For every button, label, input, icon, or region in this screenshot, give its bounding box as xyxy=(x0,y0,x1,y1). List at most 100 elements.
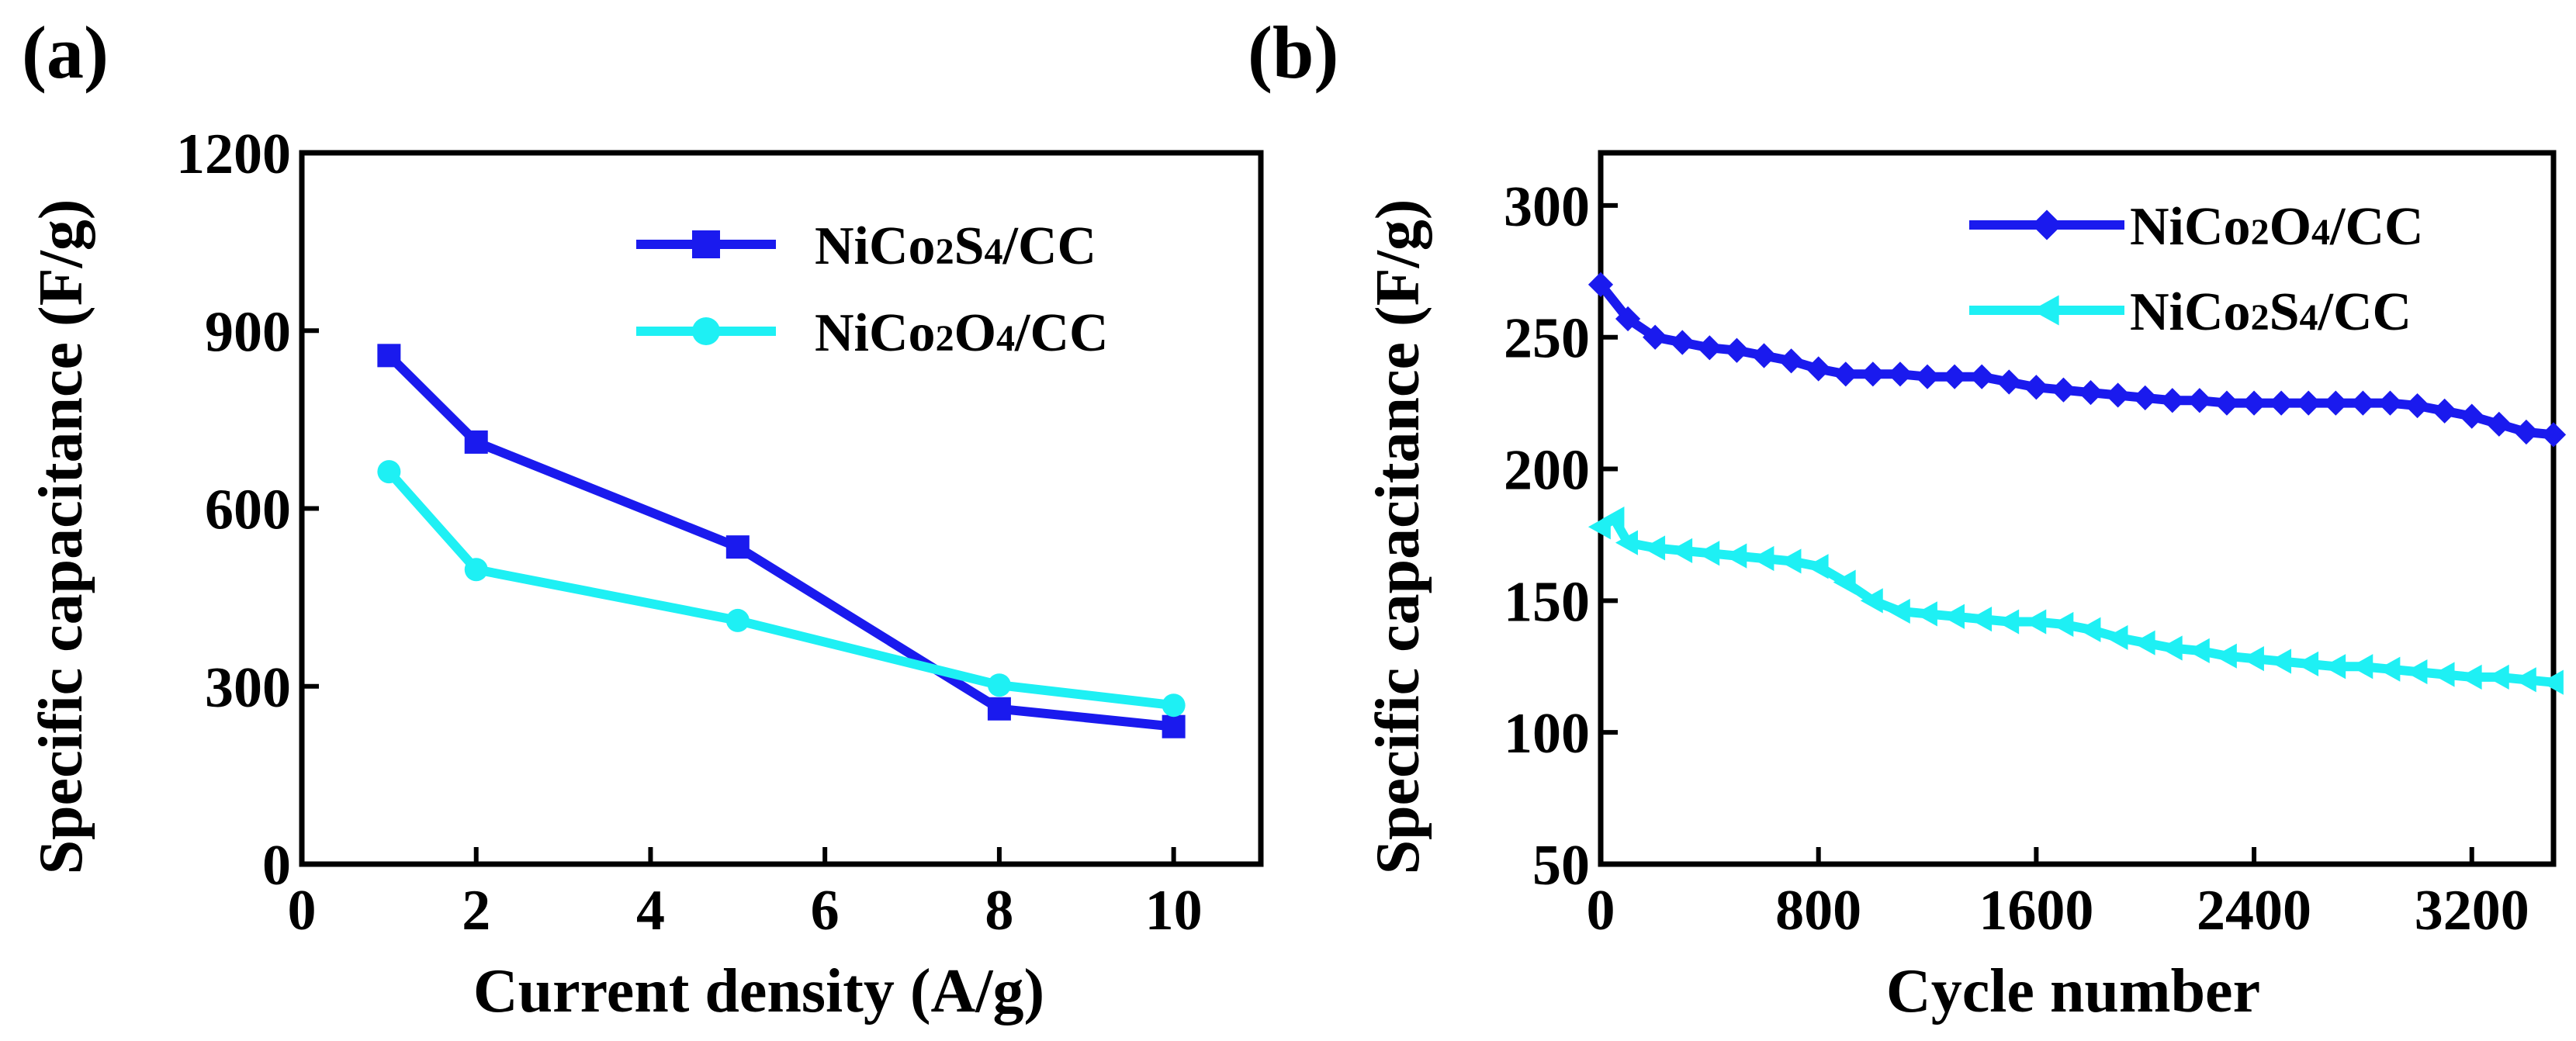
panel-b-series-1-point xyxy=(1697,541,1720,566)
panel-a-legend-1-label-part: NiCo xyxy=(815,303,936,363)
panel-b-series-0-point xyxy=(2132,385,2158,410)
panel-a-x-tick-label: 4 xyxy=(636,879,665,942)
panel-a-legend-0-label-part: 4 xyxy=(985,231,1003,272)
panel-b-series-1-point xyxy=(2132,630,2155,655)
panel-a-y-tick-label: 900 xyxy=(205,300,291,364)
panel-a-legend-1-label-part: /CC xyxy=(1014,303,1109,363)
panel-a-series-0-line xyxy=(384,351,1179,731)
panel-b-series-1-point xyxy=(2323,654,2346,680)
panel-a-legend-1-label-part: O xyxy=(954,303,996,363)
panel-b-series-1-point xyxy=(2513,667,2536,693)
panel-b-legend-0-label-part: NiCo xyxy=(2130,197,2251,257)
panel-b-series-0-point xyxy=(1996,369,2022,395)
panel-b-legend-1-label-part: NiCo xyxy=(2130,282,2251,342)
panel-b-series-0-point xyxy=(2186,388,2212,413)
panel-a-series-1-point xyxy=(725,608,750,632)
panel-b-series-1-point xyxy=(1996,609,2020,635)
panel-a-legend-1-marker xyxy=(692,317,720,345)
panel-b-legend-1-marker xyxy=(2031,295,2059,326)
panel-b-series-1-point xyxy=(1969,607,1993,632)
panel-a-y-tick-label: 1200 xyxy=(176,123,291,186)
panel-b-series-0-point xyxy=(1942,364,1968,389)
panel-a-legend-1-label: NiCo2O4/CC xyxy=(815,303,1109,363)
panel-b-y-tick-label: 50 xyxy=(1532,834,1590,897)
panel-b-legend-1-label-part: 2 xyxy=(2251,297,2270,338)
panel-a-y-tick-label: 0 xyxy=(262,834,291,897)
panel-a-series-1-point xyxy=(1162,693,1186,718)
panel-a-legend-1-label-part: 2 xyxy=(936,318,954,359)
panel-b-series-0-point xyxy=(2105,382,2131,408)
panel-a-legend-0-marker xyxy=(692,230,720,258)
panel-a-series-0-point xyxy=(464,430,488,454)
panel-b-series-1-point xyxy=(1778,548,1802,574)
panel-b: (b) 0 800 1600 2400 3200 50 100 150 200 250 300 Ni… xyxy=(1248,11,2567,1025)
panel-b-series-1-point xyxy=(1724,543,1747,569)
panel-b-series-1-point xyxy=(1887,598,1910,624)
panel-b-y-tick-label: 150 xyxy=(1504,570,1590,634)
panel-b-x-tick-label: 800 xyxy=(1775,879,1861,942)
panel-b-legend-0-label: NiCo2O4/CC xyxy=(2130,197,2424,257)
panel-b-series-1-point xyxy=(2078,617,2101,642)
panel-b-series-1-point xyxy=(1751,545,1774,572)
panel-b-legend-0-label-part: O xyxy=(2270,197,2311,257)
panel-b-series-1-point xyxy=(2024,609,2047,635)
panel-b-y-tick-label: 200 xyxy=(1504,439,1590,503)
panel-a-legend-0-label: NiCo2S4/CC xyxy=(815,216,1096,276)
panel-b-series-1-line xyxy=(1596,514,2558,687)
panel-b-y-tick-label: 100 xyxy=(1504,702,1590,766)
panel-b-series-0-point xyxy=(2024,375,2049,400)
panel-a-y-axis-label: Specific capacitance (F/g) xyxy=(27,199,95,875)
panel-a-x-tick-label: 0 xyxy=(288,879,317,942)
panel-a-series-0-point xyxy=(1162,714,1186,738)
panel-a-y-tick-label: 300 xyxy=(205,656,291,720)
panel-b-plot-frame xyxy=(1598,150,2557,867)
panel-a-series-1-line xyxy=(384,467,1179,711)
panel-b-series-0-point xyxy=(2269,390,2294,416)
panel-b-x-axis-label: Cycle number xyxy=(1886,957,2260,1025)
panel-b-y-tick-label: 300 xyxy=(1504,175,1590,239)
panel-a-legend-0-label-part: 2 xyxy=(936,231,954,272)
panel-b-legend-1-label-part: S xyxy=(2270,282,2300,342)
panel-b-series-0-point xyxy=(1697,335,1723,361)
panel-b-series-0-point xyxy=(2241,390,2267,416)
panel-b-legend-0-marker xyxy=(2031,209,2062,240)
panel-a-x-tick-label: 8 xyxy=(985,879,1013,942)
panel-a-series-1-point xyxy=(987,673,1011,697)
panel-b-series-0-point xyxy=(1887,361,1913,387)
panel-a-x-tick-label: 10 xyxy=(1145,879,1203,942)
panel-b-y-axis-label: Specific capacitance (F/g) xyxy=(1364,199,1432,875)
panel-b-legend-0-label-part: 2 xyxy=(2251,212,2270,253)
panel-b-series-0-point xyxy=(1778,348,1804,374)
panel-b-series-1-point xyxy=(2405,659,2428,685)
panel-b-series-0-point xyxy=(2296,390,2322,416)
panel-b-series-0-point xyxy=(1860,361,1885,387)
panel-a-series-1-point xyxy=(377,460,401,484)
panel-b-series-0-point xyxy=(2513,419,2540,445)
panel-b-series-0-point xyxy=(2159,388,2185,413)
panel-b-series-1-point xyxy=(1643,535,1666,561)
panel-b-series-0-point xyxy=(2214,390,2240,416)
panel-a-series-0-point xyxy=(987,697,1011,721)
panel-a-x-axis-label: Current density (A/g) xyxy=(473,957,1044,1025)
panel-b-series-1-point xyxy=(2051,611,2074,638)
panel-b-series-1-point xyxy=(1670,538,1693,563)
panel-b-y-tick-label: 250 xyxy=(1504,307,1590,371)
panel-b-series-1-point xyxy=(1601,506,1625,532)
panel-b-label: (b) xyxy=(1248,11,1338,94)
panel-a-series-1-point xyxy=(464,558,488,582)
panel-b-series-1-point xyxy=(2432,662,2455,687)
panel-b-x-tick-label: 0 xyxy=(1587,879,1615,942)
panel-b-series-1-point xyxy=(2350,654,2373,680)
panel-a-legend-0-label-part: NiCo xyxy=(815,216,936,276)
panel-b-series-1-point xyxy=(1942,604,1965,629)
panel-a-y-tick-label: 600 xyxy=(205,479,291,542)
panel-a-series-0-point xyxy=(725,535,750,559)
panel-b-series-0-point xyxy=(2486,411,2512,437)
panel-b-legend-1-label-part: /CC xyxy=(2318,282,2412,342)
panel-a-series-0-point xyxy=(377,344,401,368)
panel-b-series-1-point xyxy=(2459,664,2482,690)
panel-b-series-1-point xyxy=(2296,651,2319,676)
panel-b-legend-1-label: NiCo2S4/CC xyxy=(2130,282,2412,342)
